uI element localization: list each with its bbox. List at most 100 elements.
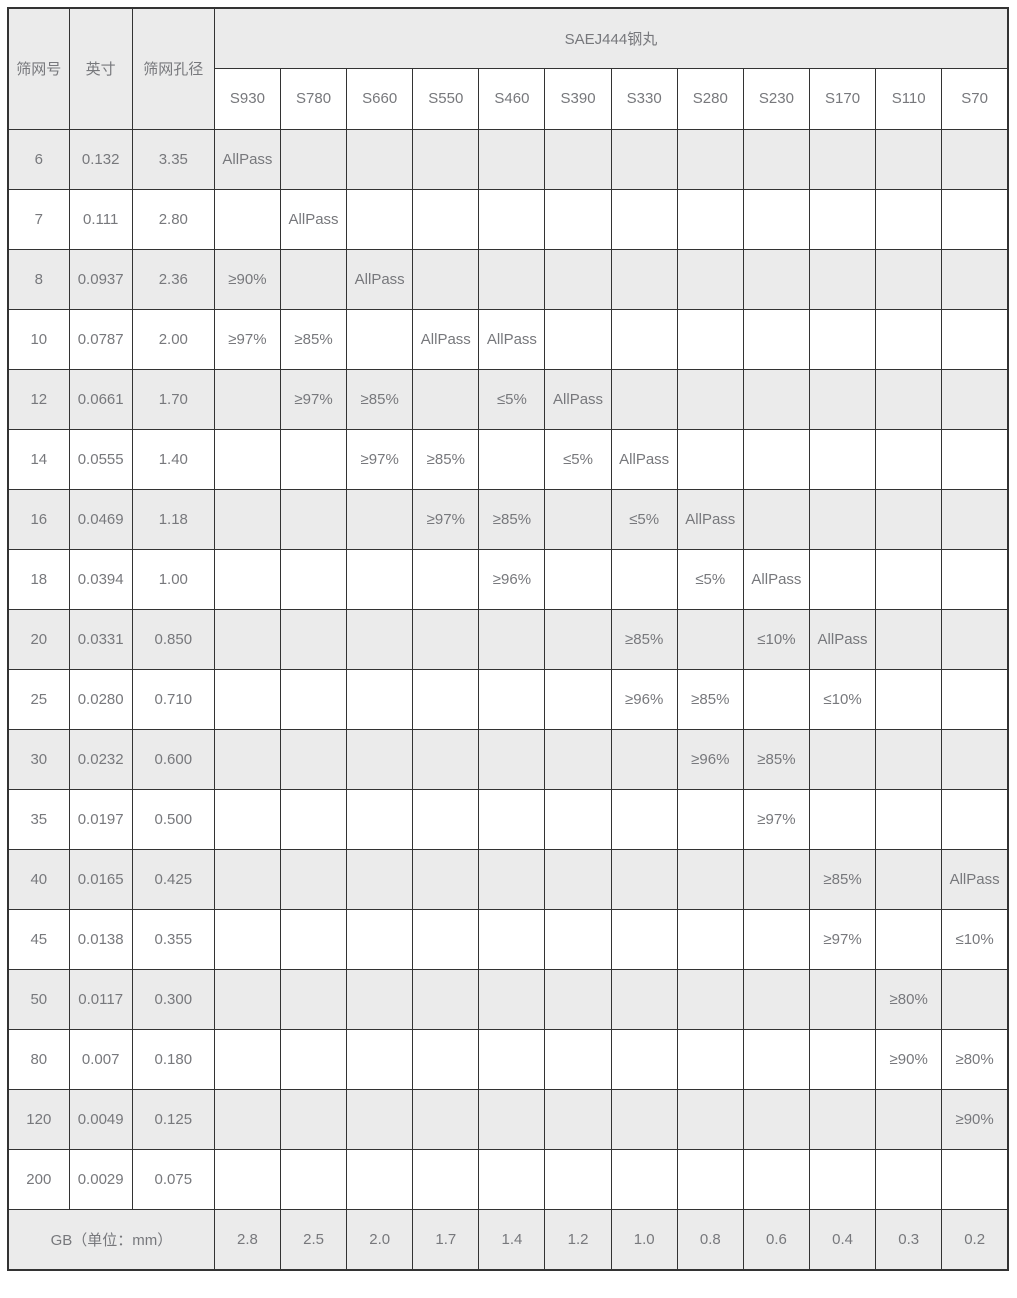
grade-cell-s930 [213, 1028, 281, 1090]
grade-cell-s110 [875, 788, 943, 850]
grade-cell-s460: AllPass [478, 308, 546, 370]
aperture-cell: 0.710 [131, 668, 215, 730]
grade-cell-s330 [610, 128, 678, 190]
column-header-s930: S930 [213, 67, 281, 130]
grade-cell-s390: AllPass [544, 368, 612, 430]
grade-cell-s230 [742, 848, 810, 910]
grade-cell-s230 [742, 1028, 810, 1090]
grade-cell-s660: AllPass [346, 248, 414, 310]
grade-cell-s460 [478, 788, 546, 850]
table-header: 筛网号 英寸 筛网孔径 SAEJ444钢丸 S930 S780 S660 S550 S4… [7, 7, 1009, 130]
grade-cell-s230 [742, 188, 810, 250]
table-row: 12 0.0661 1.70 ≥97% ≥85% ≤5% AllPass [7, 368, 1009, 430]
grade-cell-s550: AllPass [412, 308, 480, 370]
column-header-s390: S390 [544, 67, 612, 130]
grade-cell-s280 [676, 848, 744, 910]
grade-cell-s70 [941, 368, 1009, 430]
inch-cell: 0.007 [68, 1028, 133, 1090]
mesh-cell: 25 [7, 668, 70, 730]
grade-cell-s280: ≥96% [676, 728, 744, 790]
grade-cell-s280 [676, 128, 744, 190]
grade-cell-s390: ≤5% [544, 428, 612, 490]
column-header-s280: S280 [676, 67, 744, 130]
grade-cell-s280 [676, 188, 744, 250]
grade-cell-s280 [676, 308, 744, 370]
aperture-cell: 0.300 [131, 968, 215, 1030]
mesh-cell: 50 [7, 968, 70, 1030]
grade-cell-s780 [279, 488, 348, 550]
gb-value-s70: 0.2 [941, 1208, 1009, 1271]
table-row: 35 0.0197 0.500 ≥97% [7, 788, 1009, 850]
grade-cell-s660 [346, 908, 414, 970]
grade-cell-s110 [875, 668, 943, 730]
grade-cell-s330 [610, 1148, 678, 1210]
grade-cell-s780 [279, 548, 348, 610]
grade-cell-s550 [412, 728, 480, 790]
table-row: 45 0.0138 0.355 ≥97% ≤10% [7, 908, 1009, 970]
grade-cell-s660 [346, 848, 414, 910]
grade-cell-s110 [875, 1088, 943, 1150]
grade-cell-s550 [412, 968, 480, 1030]
grade-cell-s280: ≥85% [676, 668, 744, 730]
mesh-cell: 14 [7, 428, 70, 490]
grade-cell-s780 [279, 128, 348, 190]
grade-cell-s930 [213, 1088, 281, 1150]
grade-cell-s460: ≥96% [478, 548, 546, 610]
mesh-cell: 10 [7, 308, 70, 370]
aperture-cell: 0.850 [131, 608, 215, 670]
grade-cell-s70 [941, 128, 1009, 190]
inch-cell: 0.0937 [68, 248, 133, 310]
gb-value-s660: 2.0 [346, 1208, 414, 1271]
aperture-cell: 0.125 [131, 1088, 215, 1150]
grade-cell-s170 [808, 1088, 877, 1150]
gb-value-s280: 0.8 [676, 1208, 744, 1271]
grade-cell-s930 [213, 908, 281, 970]
grade-cell-s460 [478, 668, 546, 730]
mesh-cell: 8 [7, 248, 70, 310]
gb-value-s460: 1.4 [478, 1208, 546, 1271]
grade-cell-s660 [346, 128, 414, 190]
grade-cell-s390 [544, 488, 612, 550]
grade-cell-s330 [610, 968, 678, 1030]
grade-cell-s460 [478, 1088, 546, 1150]
grade-cell-s110 [875, 608, 943, 670]
aperture-cell: 1.40 [131, 428, 215, 490]
grade-cell-s330 [610, 1088, 678, 1150]
grade-cell-s390 [544, 308, 612, 370]
grade-cell-s170 [808, 1148, 877, 1210]
aperture-cell: 1.00 [131, 548, 215, 610]
grade-cell-s550 [412, 788, 480, 850]
gb-value-s390: 1.2 [544, 1208, 612, 1271]
grade-cell-s230 [742, 488, 810, 550]
grade-cell-s550 [412, 548, 480, 610]
inch-cell: 0.0197 [68, 788, 133, 850]
grade-cell-s660 [346, 188, 414, 250]
mesh-cell: 20 [7, 608, 70, 670]
grade-cell-s70: AllPass [941, 848, 1009, 910]
grade-cell-s550 [412, 608, 480, 670]
grade-cell-s230 [742, 1148, 810, 1210]
grade-cell-s330 [610, 788, 678, 850]
gb-row: GB（单位：mm） 2.8 2.5 2.0 1.7 1.4 1.2 1.0 0.8 0.6 0.4… [7, 1208, 1009, 1271]
column-header-s550: S550 [412, 67, 480, 130]
header-span-row: 筛网号 英寸 筛网孔径 SAEJ444钢丸 [7, 7, 1009, 130]
grade-cell-s660: ≥97% [346, 428, 414, 490]
grade-cell-s780 [279, 788, 348, 850]
grade-cell-s390 [544, 1088, 612, 1150]
column-header-s110: S110 [875, 67, 943, 130]
grade-cell-s230: AllPass [742, 548, 810, 610]
grade-cell-s280 [676, 428, 744, 490]
grade-cell-s230 [742, 248, 810, 310]
grade-cell-s660 [346, 788, 414, 850]
grade-cell-s930 [213, 428, 281, 490]
grade-cell-s70 [941, 488, 1009, 550]
grade-cell-s660 [346, 1028, 414, 1090]
grade-cell-s550: ≥97% [412, 488, 480, 550]
grade-cell-s390 [544, 248, 612, 310]
grade-cell-s550 [412, 1028, 480, 1090]
grade-cell-s110 [875, 308, 943, 370]
table-row: 10 0.0787 2.00 ≥97% ≥85% AllPass AllPass [7, 308, 1009, 370]
grade-cell-s330 [610, 308, 678, 370]
grade-cell-s460 [478, 428, 546, 490]
grade-cell-s230: ≤10% [742, 608, 810, 670]
